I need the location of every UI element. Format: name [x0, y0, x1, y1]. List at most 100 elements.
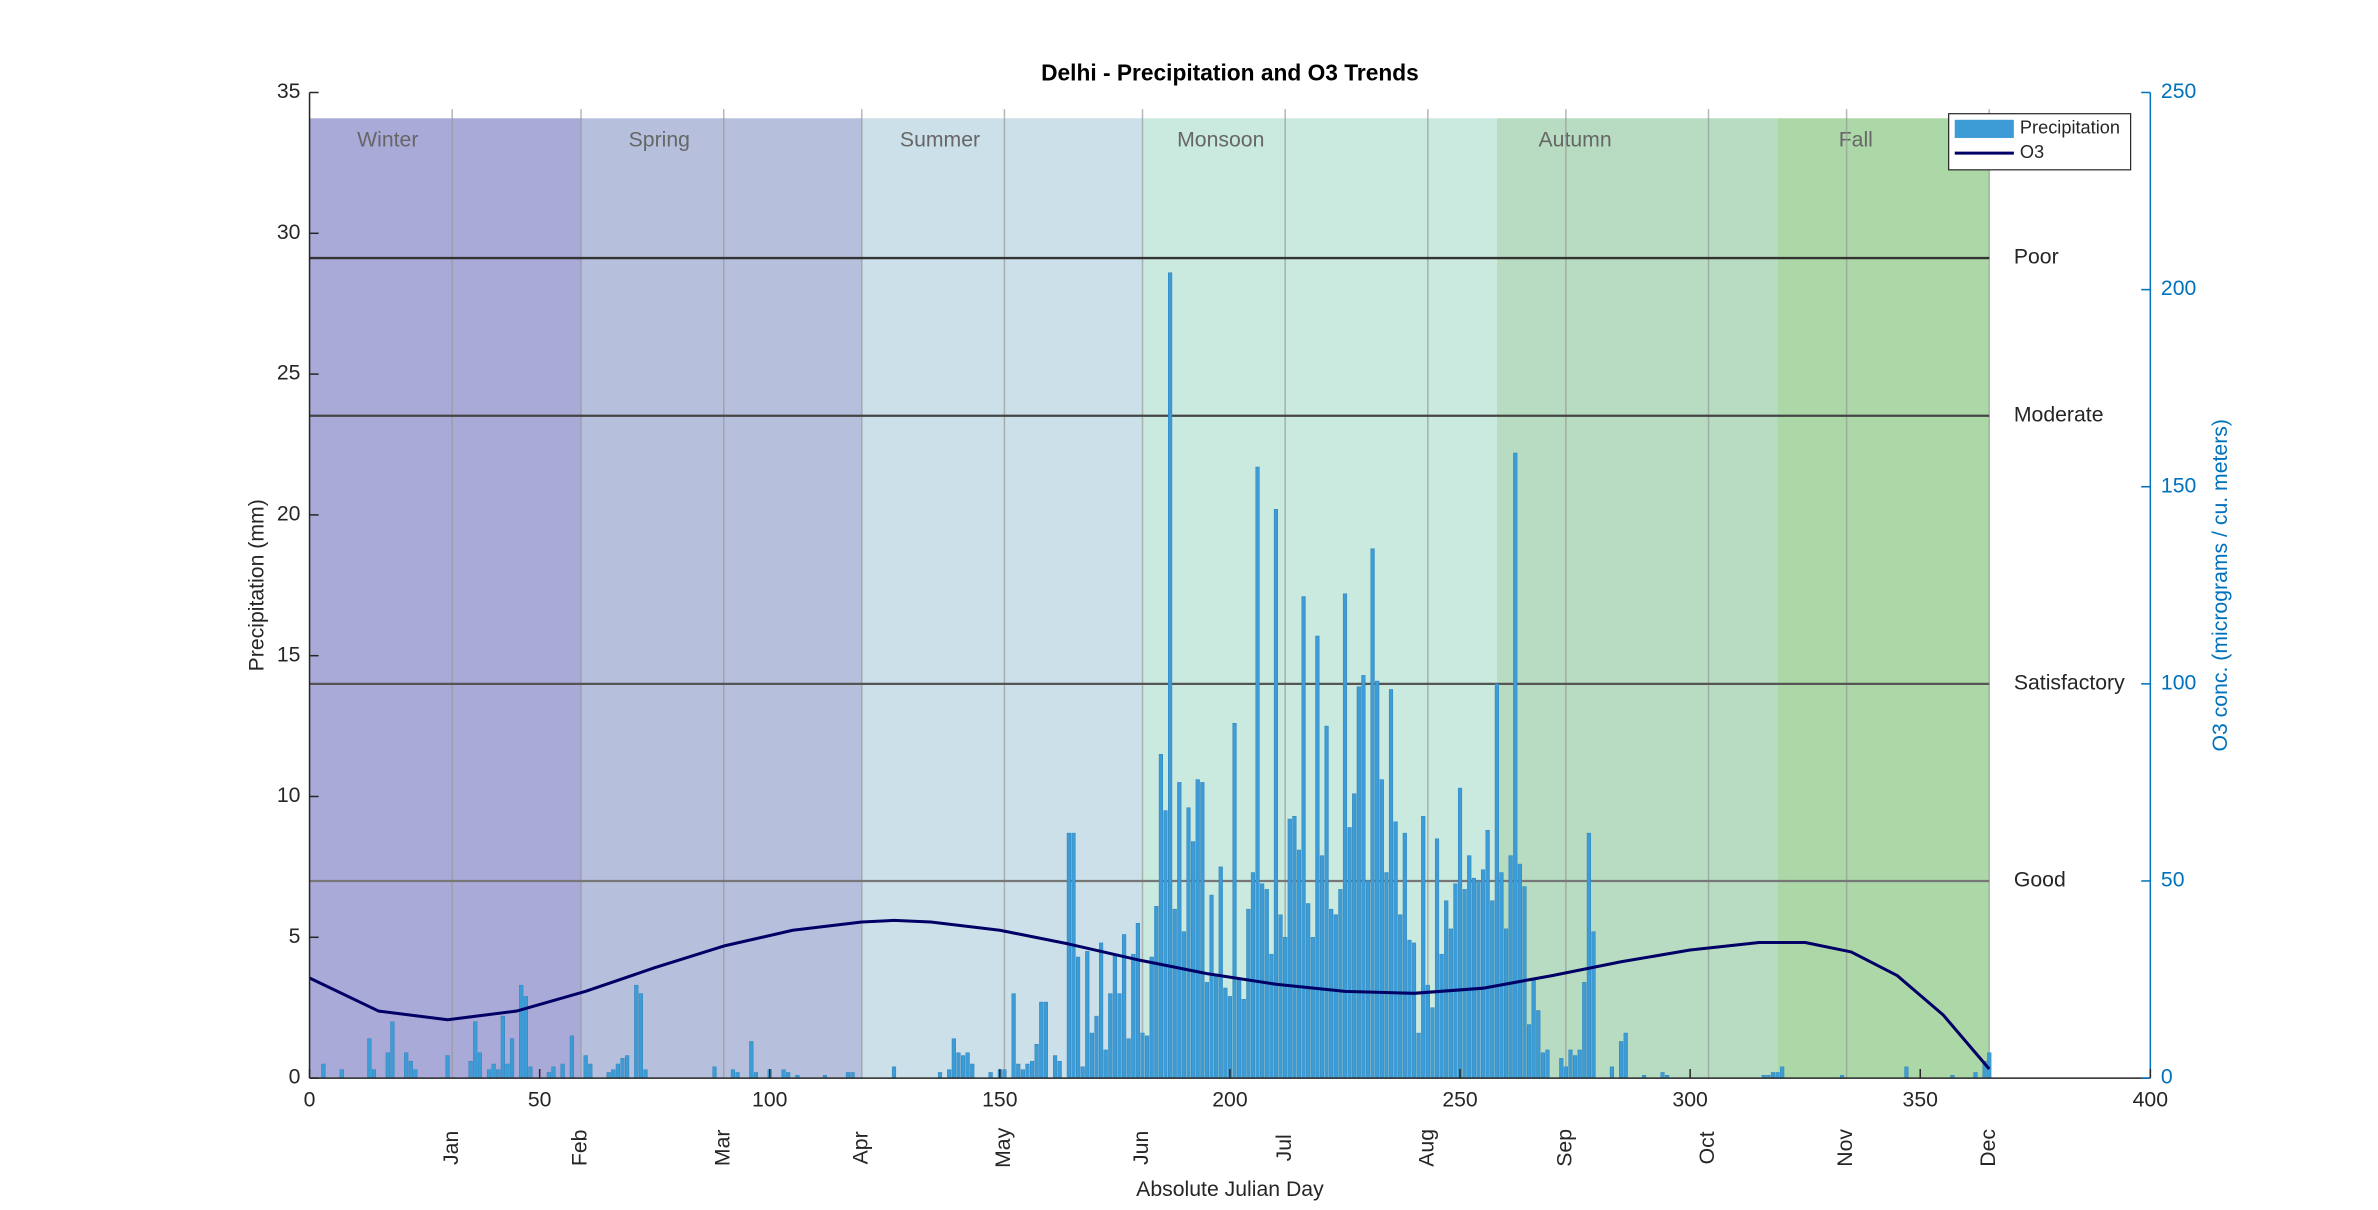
precip-bar — [1103, 1049, 1108, 1079]
precip-bar — [1467, 855, 1472, 1079]
precip-bar — [1066, 832, 1071, 1079]
precip-bar — [1140, 1032, 1145, 1079]
precip-bar — [1250, 872, 1256, 1079]
precip-bar — [486, 1069, 492, 1079]
precip-bar — [1370, 548, 1375, 1079]
precip-bar — [970, 1063, 975, 1079]
y-tick-label: 5 — [289, 925, 301, 948]
precip-bar — [491, 1063, 496, 1079]
precip-bar — [1582, 982, 1587, 1079]
precip-bar — [1131, 953, 1136, 1079]
season-label: Monsoon — [1177, 129, 1264, 152]
precip-bar — [965, 1052, 970, 1079]
precip-bar — [1352, 793, 1357, 1079]
threshold-label: Poor — [2014, 246, 2059, 269]
precip-bar — [371, 1069, 377, 1079]
y2-axis-label: O3 conc. (micrograms / cu. meters) — [2209, 419, 2232, 752]
x-tick-label: 400 — [2133, 1088, 2168, 1111]
precip-bar — [1453, 883, 1458, 1079]
precip-bar — [988, 1072, 993, 1079]
precip-bar — [634, 984, 639, 1079]
threshold-label: Moderate — [2014, 403, 2104, 426]
precip-bar — [1430, 1007, 1435, 1079]
precip-bar — [1973, 1072, 1978, 1079]
precip-bar — [1619, 1041, 1624, 1079]
precip-bar — [615, 1063, 620, 1079]
precip-bar — [1117, 993, 1122, 1079]
precip-bar — [1020, 1069, 1025, 1079]
month-tick-label: Aug — [1415, 1129, 1438, 1167]
precip-bar — [1490, 900, 1495, 1079]
grid: Poor Moderate Satisfactory Good — [309, 109, 2125, 1079]
precip-bar — [845, 1072, 851, 1079]
precip-bar — [1080, 1066, 1085, 1079]
precip-bar — [1480, 869, 1486, 1079]
precip-bar — [1241, 999, 1246, 1079]
precip-bar — [1039, 1001, 1044, 1079]
precip-bar — [1462, 889, 1467, 1079]
month-tick-label: Sep — [1553, 1129, 1576, 1167]
precip-bar — [1108, 993, 1113, 1079]
precip-bar — [1145, 1035, 1150, 1079]
precip-bar — [560, 1063, 565, 1079]
precip-bar — [1434, 838, 1440, 1079]
precip-bar — [1287, 818, 1292, 1079]
season-label: Fall — [1839, 129, 1873, 152]
precip-bar — [1029, 1060, 1035, 1079]
x-tick-label: 50 — [528, 1088, 552, 1111]
precip-bar — [947, 1069, 952, 1079]
precip-bar — [1306, 903, 1311, 1079]
legend: Precipitation O3 — [1948, 113, 2132, 171]
precip-bar — [1471, 877, 1476, 1079]
season-band — [1496, 118, 1778, 1079]
precip-bar — [1209, 894, 1214, 1079]
precip-bar — [1563, 1066, 1568, 1079]
precip-bar — [1172, 908, 1177, 1079]
precip-bar — [413, 1069, 418, 1079]
precip-bar — [1476, 880, 1481, 1079]
precip-bar — [620, 1058, 625, 1079]
precip-bar — [385, 1052, 390, 1079]
legend-label: O3 — [2020, 142, 2044, 162]
y2-tick-label: 250 — [2161, 80, 2196, 103]
precip-bar — [528, 1066, 533, 1079]
precip-bar — [1301, 596, 1306, 1079]
season-band — [1142, 118, 1497, 1079]
precip-bar — [1168, 272, 1173, 1079]
precip-bar — [1384, 872, 1389, 1079]
precip-bar — [1043, 1001, 1048, 1079]
precip-bar — [505, 1063, 510, 1079]
month-tick-label: Jan — [440, 1131, 463, 1165]
y-tick-label: 25 — [277, 362, 301, 385]
precip-bar — [1255, 466, 1260, 1079]
y-tick-label: 15 — [277, 643, 301, 666]
y2-tick-label: 100 — [2161, 671, 2196, 694]
precip-bar — [1163, 810, 1168, 1079]
precip-bar — [1154, 906, 1159, 1079]
precip-bar — [960, 1055, 966, 1079]
precip-bar — [390, 1021, 395, 1079]
legend-label: Precipitation — [2020, 118, 2120, 138]
precip-bar — [1347, 827, 1352, 1079]
precip-bar — [1177, 782, 1182, 1079]
y-tick-label: 20 — [277, 502, 301, 525]
precip-bar — [712, 1066, 717, 1079]
precip-bar — [1200, 782, 1205, 1079]
precip-bar — [1577, 1049, 1582, 1079]
month-tick-label: Mar — [711, 1130, 734, 1167]
precip-bar — [1531, 979, 1536, 1079]
y2-tick-label: 50 — [2161, 869, 2185, 892]
threshold-label: Good — [2014, 869, 2066, 892]
threshold-label: Satisfactory — [2014, 671, 2125, 694]
precip-bar — [1135, 922, 1140, 1079]
precip-bar — [1319, 855, 1325, 1079]
precip-bar — [509, 1038, 515, 1079]
precip-bar — [1457, 787, 1463, 1079]
precip-bar — [408, 1060, 413, 1079]
y-tick-label: 10 — [277, 784, 301, 807]
precip-bar — [1559, 1058, 1564, 1079]
precip-bar — [625, 1055, 630, 1079]
precip-bar — [1402, 832, 1407, 1079]
precip-bar — [1439, 953, 1444, 1079]
